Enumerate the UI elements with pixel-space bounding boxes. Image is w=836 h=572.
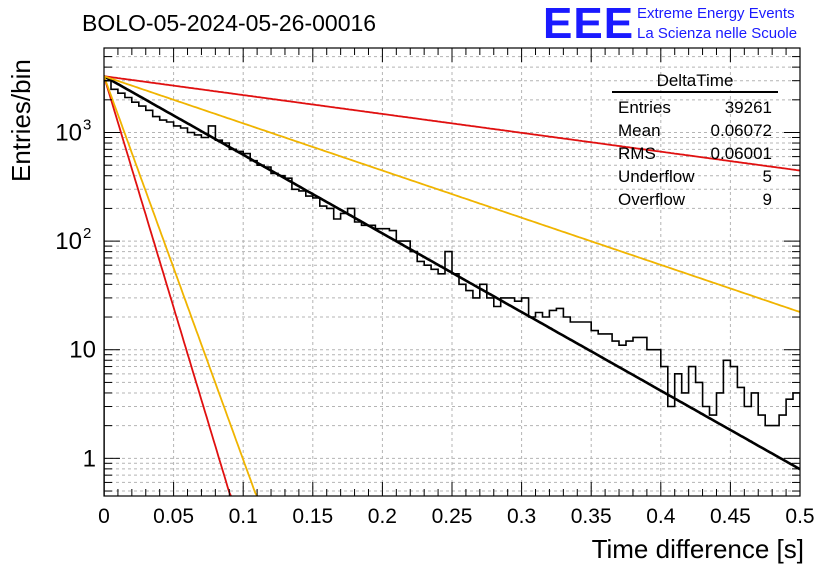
histogram-outline [104,79,800,496]
stats-value: 5 [762,167,772,186]
series-line [104,75,258,496]
series-line [104,75,232,496]
y-tick-exponent: 3 [83,117,91,134]
stats-value: 0.06072 [710,121,772,140]
x-tick-label: 0.1 [229,505,258,528]
x-tick-label: 0.25 [432,505,473,528]
chart-title: BOLO-05-2024-05-26-00016 [82,10,377,36]
x-tick-label: 0.35 [571,505,612,528]
x-tick-label: 0 [98,505,110,528]
x-tick-label: 0.3 [507,505,536,528]
stats-row: Mean 0.06072 [612,119,778,142]
stats-value: 9 [762,190,772,209]
x-tick-label: 0.2 [368,505,397,528]
y-tick-exponent: 2 [83,225,91,242]
stats-row: RMS 0.06001 [612,142,778,165]
logo-line-1: Extreme Energy Events [637,5,795,22]
stats-title: DeltaTime [612,70,778,93]
y-axis-label: Entries/bin [6,59,36,182]
stats-label: Mean [618,121,661,140]
stats-row: Underflow 5 [612,165,778,188]
x-tick-label: 0.5 [785,505,814,528]
x-tick-label: 0.15 [292,505,333,528]
stats-label: Overflow [618,190,686,209]
histogram [104,79,800,496]
x-tick-label: 0.4 [646,505,676,528]
stats-label: Entries [618,98,671,117]
stats-label: RMS [618,144,656,163]
x-tick-label: 0.05 [153,505,194,528]
y-tick-label: 10 [69,337,96,364]
logo-subtitle: Extreme Energy Events La Scienza nelle S… [637,4,797,44]
eee-logo: EEE [543,0,635,48]
logo-line-2: La Scienza nelle Scuole [637,25,798,42]
x-axis-label: Time difference [s] [591,534,804,564]
x-tick-label: 0.45 [710,505,751,528]
y-tick-label: 10 [55,120,82,147]
stats-label: Underflow [618,167,695,186]
stats-value: 0.06001 [710,144,772,163]
stats-row: Entries 39261 [612,96,778,119]
stats-value: 39261 [724,98,772,117]
y-tick-label: 1 [83,445,96,472]
axis-ticks [103,48,801,496]
series-line [104,75,800,172]
series-line [104,75,800,313]
y-tick-label: 10 [55,228,82,255]
stats-row: Overflow 9 [612,188,778,211]
stats-box: DeltaTime Entries 39261 Mean 0.06072 RMS… [612,70,778,211]
